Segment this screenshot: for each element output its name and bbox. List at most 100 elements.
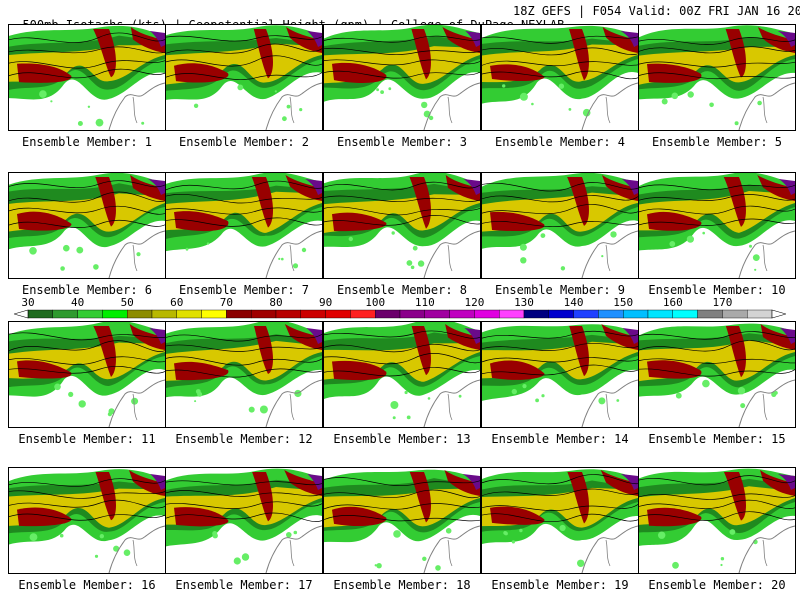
ensemble-member-label: Ensemble Member: 11 xyxy=(18,432,156,446)
jet-red-max-west xyxy=(17,507,72,527)
green-blob xyxy=(504,531,508,536)
colorbar-tick-label: 100 xyxy=(365,296,386,309)
colorbar-swatch xyxy=(672,309,698,319)
ensemble-member-map xyxy=(8,24,166,131)
height-contour xyxy=(9,191,165,203)
ensemble-member-label: Ensemble Member: 6 xyxy=(21,283,153,297)
coastline xyxy=(108,379,165,427)
coastline-inlet xyxy=(447,96,453,124)
green-blob xyxy=(376,88,379,92)
coastline xyxy=(265,379,322,427)
jet-red-max-east xyxy=(760,470,795,496)
height-contour xyxy=(324,330,480,339)
ensemble-member-map xyxy=(323,24,481,131)
green-blob xyxy=(248,406,255,413)
green-blob xyxy=(274,90,277,93)
height-contour xyxy=(639,218,795,226)
green-blob xyxy=(428,115,434,121)
height-contour xyxy=(482,221,638,228)
title-right: 18Z GEFS | F054 Valid: 00Z FRI JAN 16 20… xyxy=(513,4,800,18)
green-blob xyxy=(410,265,415,270)
height-contour xyxy=(482,364,638,376)
colorbar-swatch xyxy=(325,309,351,319)
green-blob xyxy=(94,554,99,558)
jet-red-max-west xyxy=(647,63,702,83)
jet-red-max-east xyxy=(602,27,638,53)
height-contour xyxy=(166,35,322,42)
colorbar-swatch xyxy=(647,309,673,319)
coastline xyxy=(738,525,795,573)
jet-red-max-central xyxy=(568,29,589,81)
jet-red-max-east xyxy=(757,27,795,53)
jet-red-max-central xyxy=(723,177,746,227)
green-blob xyxy=(412,245,418,251)
coastline-inlet xyxy=(762,244,768,272)
jet-red-max-west xyxy=(647,211,702,231)
green-blob xyxy=(598,397,606,405)
green-blob xyxy=(29,247,37,255)
height-contour xyxy=(639,475,795,486)
green-blob xyxy=(286,532,292,538)
green-blob xyxy=(406,260,413,266)
height-contour xyxy=(324,59,480,66)
height-contour xyxy=(324,477,480,486)
height-contour xyxy=(324,353,480,365)
jet-red-max-west xyxy=(490,211,545,232)
height-contour xyxy=(324,489,480,499)
coastline xyxy=(581,82,638,130)
jet-red-max-west xyxy=(490,506,545,525)
green-blob xyxy=(616,399,620,402)
ensemble-member-map xyxy=(165,24,323,131)
green-blob xyxy=(752,254,760,261)
green-blob xyxy=(672,561,679,569)
colorbar-swatch xyxy=(424,309,450,319)
jet-red-max-west xyxy=(174,361,229,381)
colorbar-swatch xyxy=(151,309,177,319)
coastline xyxy=(581,230,638,278)
height-contour xyxy=(9,68,165,79)
green-blob xyxy=(687,91,694,98)
ensemble-member-map xyxy=(8,172,166,279)
green-blob xyxy=(391,231,395,235)
green-blob xyxy=(68,391,74,397)
green-blob xyxy=(435,565,441,571)
coastline-inlet xyxy=(289,96,295,124)
jet-purple-max xyxy=(305,179,322,195)
height-contour xyxy=(639,46,795,54)
green-blob xyxy=(535,398,539,403)
height-contour xyxy=(482,343,638,351)
height-contour xyxy=(639,340,795,352)
green-blob xyxy=(754,268,757,271)
height-contour xyxy=(639,205,795,215)
green-blob xyxy=(259,405,268,414)
colorbar-tick-label: 40 xyxy=(70,296,85,309)
ensemble-member-map xyxy=(165,467,323,574)
colorbar-tick-label: 160 xyxy=(662,296,683,309)
ensemble-member-label: Ensemble Member: 2 xyxy=(178,135,310,149)
jet-red-max-central xyxy=(567,472,589,524)
green-blob xyxy=(582,108,591,117)
jet-red-max-central xyxy=(409,472,431,523)
green-blob xyxy=(237,84,244,91)
colorbar-tick-label: 30 xyxy=(21,296,35,309)
height-contour xyxy=(166,207,322,215)
colorbar-tick-label: 80 xyxy=(269,296,283,309)
green-blob xyxy=(390,401,399,409)
green-blob xyxy=(194,400,197,403)
jet-red-max-east xyxy=(602,175,638,201)
green-blob xyxy=(197,391,203,397)
green-blob xyxy=(131,397,139,405)
green-blob xyxy=(720,557,725,561)
green-blob xyxy=(445,528,452,534)
coastline xyxy=(581,379,638,427)
height-contour xyxy=(9,499,165,509)
green-blob xyxy=(54,383,61,391)
height-contour xyxy=(324,195,480,202)
green-blob xyxy=(740,403,746,409)
green-blob xyxy=(108,408,115,415)
ensemble-member-map xyxy=(481,467,639,574)
ensemble-member-label: Ensemble Member: 15 xyxy=(648,432,786,446)
height-contour xyxy=(9,219,165,228)
colorbar-swatch xyxy=(176,309,202,319)
green-blob xyxy=(76,246,84,254)
